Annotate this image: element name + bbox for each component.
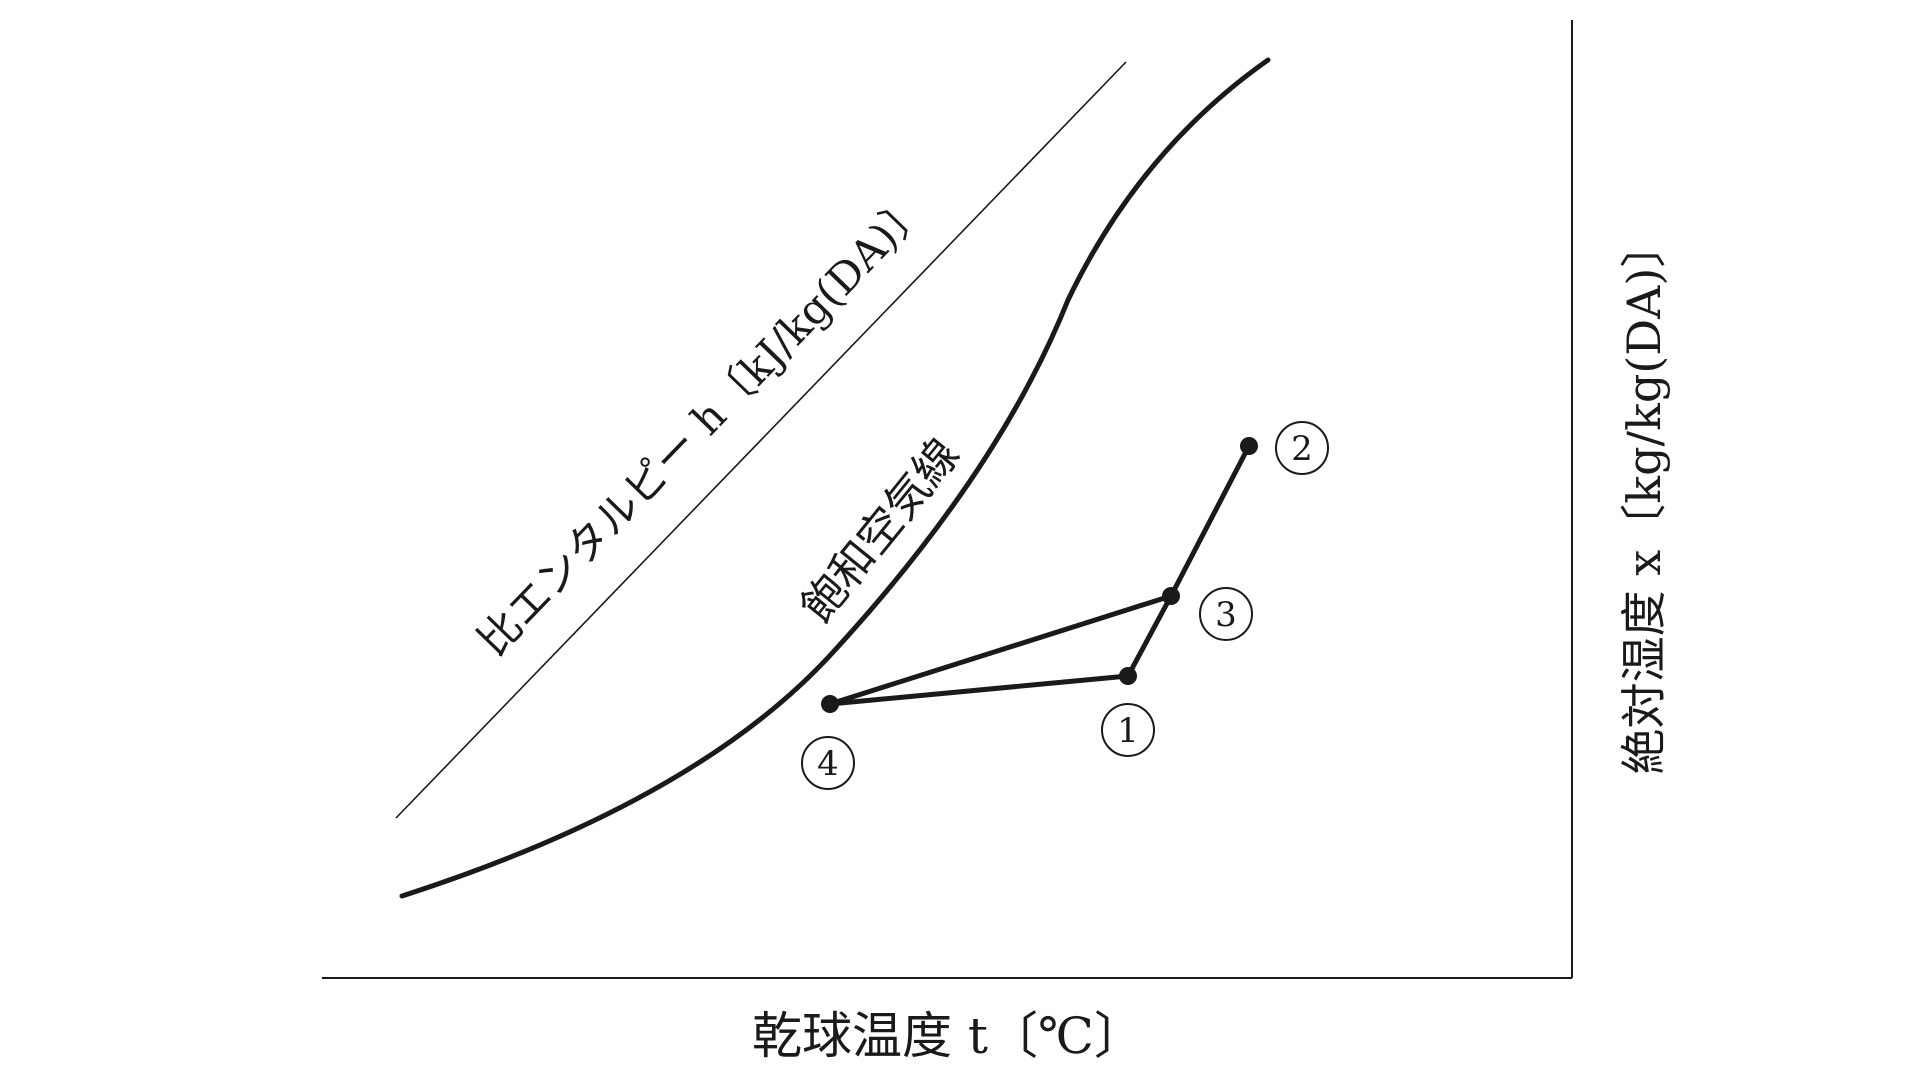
enthalpy-line-label: 比エンタルピー h〔kJ/kg(DA)〕 (468, 182, 937, 665)
point-label-1: 1 (1101, 703, 1155, 757)
process-path-4-1-3-2 (827, 443, 1252, 707)
saturation-curve (399, 57, 1271, 899)
svg-text:1: 1 (1117, 711, 1139, 751)
state-point-3 (1162, 587, 1180, 605)
state-point-1 (1119, 667, 1137, 685)
svg-text:4: 4 (817, 744, 839, 784)
enthalpy-line (395, 61, 1127, 819)
point-label-2: 2 (1275, 421, 1329, 475)
svg-text:2: 2 (1291, 429, 1313, 469)
y-axis-label: 絶対湿度 x〔kg/kg(DA)〕 (1617, 222, 1671, 775)
process-segment-3-4 (827, 593, 1174, 707)
state-point-4 (821, 695, 839, 713)
point-label-4: 4 (801, 736, 855, 790)
point-label-3: 3 (1199, 587, 1253, 641)
state-point-2 (1240, 437, 1258, 455)
x-axis-label: 乾球温度 t〔℃〕 (752, 1007, 1144, 1065)
svg-text:3: 3 (1215, 595, 1237, 635)
